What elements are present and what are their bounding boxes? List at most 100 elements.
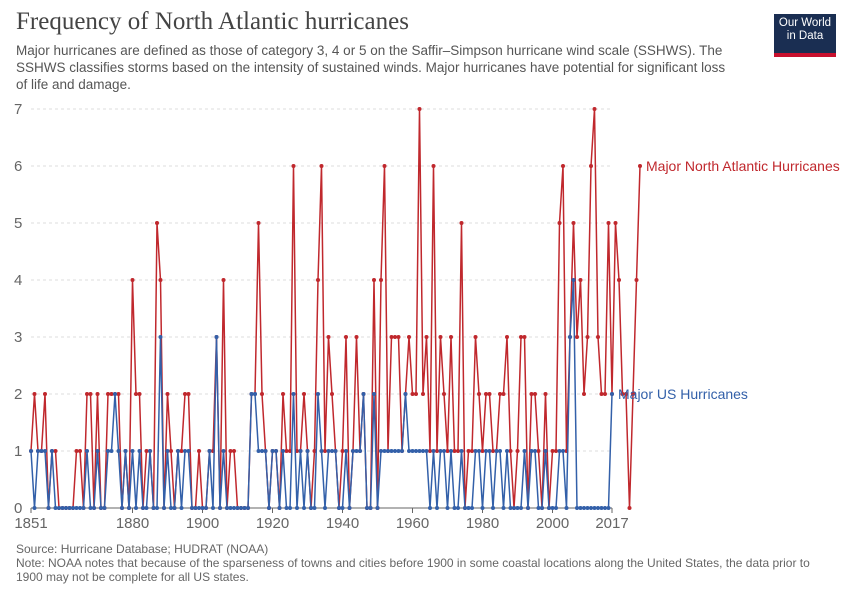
data-point bbox=[323, 506, 327, 510]
chart-footer: Source: Hurricane Database; HUDRAT (NOAA… bbox=[16, 542, 836, 584]
data-point bbox=[116, 449, 121, 453]
data-point bbox=[141, 506, 145, 510]
data-point bbox=[214, 335, 219, 339]
data-point bbox=[113, 392, 117, 396]
data-point bbox=[407, 335, 411, 339]
data-point bbox=[186, 392, 191, 396]
data-point bbox=[473, 449, 478, 453]
data-point bbox=[543, 392, 548, 396]
data-point bbox=[515, 449, 520, 453]
data-point bbox=[554, 506, 558, 510]
data-point bbox=[582, 392, 586, 396]
data-point bbox=[43, 392, 47, 396]
data-point bbox=[431, 164, 436, 168]
chart-title: Frequency of North Atlantic hurricanes bbox=[16, 8, 409, 35]
data-point bbox=[333, 449, 338, 453]
data-point bbox=[340, 449, 345, 453]
data-point bbox=[575, 335, 579, 339]
data-point bbox=[470, 449, 474, 453]
data-point bbox=[393, 335, 397, 339]
data-point bbox=[302, 392, 306, 396]
data-point bbox=[232, 449, 236, 453]
data-point bbox=[463, 506, 467, 510]
data-point bbox=[529, 392, 534, 396]
data-point bbox=[218, 506, 222, 510]
data-point bbox=[634, 278, 639, 282]
data-point bbox=[263, 449, 268, 453]
data-point bbox=[326, 449, 331, 453]
data-point bbox=[344, 335, 348, 339]
data-point bbox=[389, 449, 394, 453]
data-point bbox=[291, 164, 296, 168]
data-point bbox=[631, 392, 635, 396]
data-point bbox=[78, 449, 82, 453]
data-point bbox=[487, 392, 492, 396]
data-point bbox=[606, 221, 611, 225]
data-point bbox=[400, 449, 404, 453]
data-point bbox=[428, 506, 432, 510]
data-point bbox=[477, 392, 481, 396]
data-point bbox=[106, 392, 110, 396]
data-point bbox=[260, 392, 264, 396]
data-point bbox=[498, 392, 502, 396]
data-point bbox=[417, 449, 422, 453]
data-point bbox=[176, 449, 180, 453]
data-point bbox=[316, 392, 320, 396]
data-point bbox=[43, 449, 47, 453]
data-point bbox=[95, 392, 100, 396]
data-point bbox=[172, 506, 177, 510]
y-tick-label: 7 bbox=[14, 101, 22, 118]
data-point bbox=[550, 449, 555, 453]
data-point bbox=[344, 449, 348, 453]
data-point bbox=[193, 506, 198, 510]
data-point bbox=[592, 506, 597, 510]
data-point bbox=[484, 449, 488, 453]
data-point bbox=[386, 449, 390, 453]
data-point bbox=[88, 506, 93, 510]
data-point bbox=[242, 506, 247, 510]
data-point bbox=[613, 221, 618, 225]
data-point bbox=[267, 506, 271, 510]
data-point bbox=[305, 449, 310, 453]
data-point bbox=[599, 392, 604, 396]
data-point bbox=[102, 506, 107, 510]
data-point bbox=[340, 506, 345, 510]
data-point bbox=[158, 335, 163, 339]
data-point bbox=[81, 506, 86, 510]
data-point bbox=[589, 506, 593, 510]
data-point bbox=[256, 449, 261, 453]
data-point bbox=[358, 449, 362, 453]
data-point bbox=[617, 278, 621, 282]
data-point bbox=[603, 506, 607, 510]
data-point bbox=[512, 506, 516, 510]
data-point bbox=[165, 449, 170, 453]
data-point bbox=[470, 506, 474, 510]
data-point bbox=[417, 107, 422, 111]
data-point bbox=[57, 506, 61, 510]
data-note: Note: NOAA notes that because of the spa… bbox=[16, 556, 810, 584]
data-point bbox=[53, 506, 58, 510]
owid-logo[interactable]: Our World in Data bbox=[774, 14, 836, 57]
x-tick-label: 1920 bbox=[256, 515, 289, 532]
data-point bbox=[424, 449, 429, 453]
data-point bbox=[501, 506, 506, 510]
data-point bbox=[414, 449, 418, 453]
data-point bbox=[424, 335, 429, 339]
data-point bbox=[456, 449, 460, 453]
data-point bbox=[515, 506, 520, 510]
data-point bbox=[235, 506, 240, 510]
data-point bbox=[498, 449, 502, 453]
data-point bbox=[382, 449, 387, 453]
data-point bbox=[365, 506, 369, 510]
data-point bbox=[46, 506, 51, 510]
data-point bbox=[421, 392, 425, 396]
data-point bbox=[221, 449, 226, 453]
data-point bbox=[361, 392, 366, 396]
data-point bbox=[568, 335, 572, 339]
y-tick-label: 4 bbox=[14, 272, 22, 289]
data-point bbox=[435, 449, 439, 453]
data-point bbox=[438, 449, 443, 453]
data-point bbox=[466, 449, 471, 453]
data-point bbox=[522, 449, 527, 453]
data-point bbox=[109, 449, 114, 453]
